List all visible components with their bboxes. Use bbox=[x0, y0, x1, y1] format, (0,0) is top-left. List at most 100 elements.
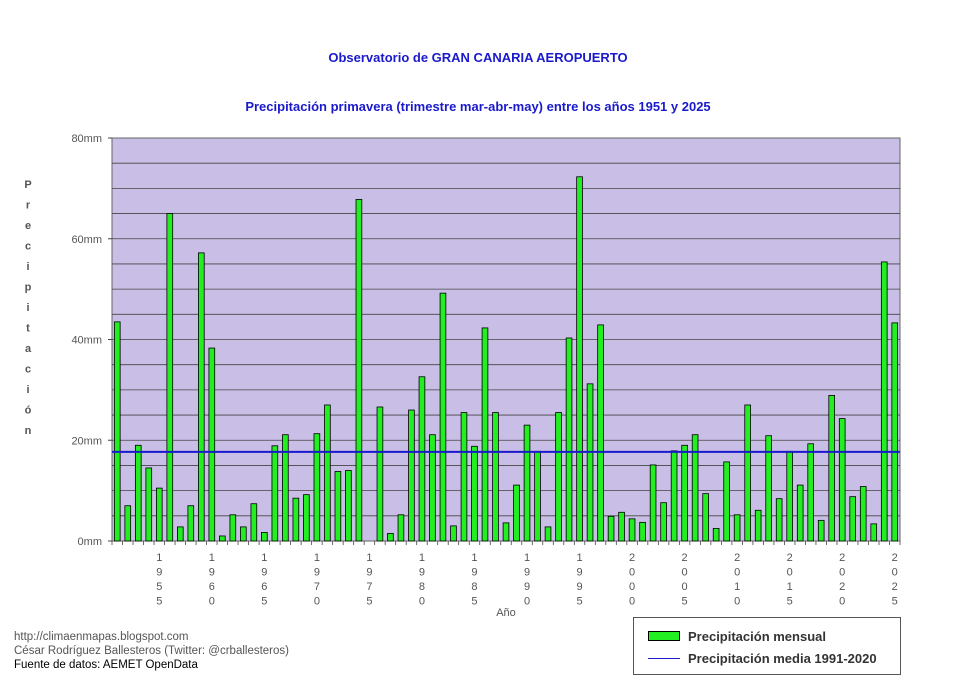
x-tick-label-2025: 2 bbox=[892, 581, 898, 593]
y-axis-title-letter: p bbox=[25, 282, 32, 294]
bar-2006 bbox=[691, 434, 699, 542]
x-tick-label-1980: 0 bbox=[419, 596, 425, 608]
x-tick-label-1990: 9 bbox=[524, 581, 530, 593]
footer-data-source: Fuente de datos: AEMET OpenData bbox=[14, 659, 198, 671]
x-tick-label-1975: 7 bbox=[366, 581, 372, 593]
legend-label-mean: Precipitación media 1991-2020 bbox=[688, 650, 877, 666]
x-tick-label-2025: 0 bbox=[892, 567, 898, 579]
legend-label-monthly: Precipitación mensual bbox=[688, 628, 826, 644]
x-tick-label-2005: 0 bbox=[682, 581, 688, 593]
y-axis-title-letter: i bbox=[26, 302, 29, 314]
x-tick-label-2010: 1 bbox=[734, 581, 740, 593]
x-tick-label-1995: 5 bbox=[576, 596, 582, 608]
bar-1981 bbox=[429, 434, 436, 542]
x-tick-label-1955: 9 bbox=[156, 567, 162, 579]
x-tick-label-1955: 5 bbox=[156, 581, 162, 593]
bar-1967 bbox=[282, 434, 289, 542]
x-tick-label-1960: 6 bbox=[209, 581, 215, 593]
bar-1987 bbox=[492, 412, 499, 542]
bar-1984 bbox=[460, 412, 468, 542]
x-tick-label-1980: 8 bbox=[419, 581, 425, 593]
y-axis-title-letter: i bbox=[26, 384, 29, 396]
x-tick-label-1970: 1 bbox=[314, 552, 320, 564]
bar-1969 bbox=[303, 494, 310, 542]
y-axis-title-letter: n bbox=[25, 425, 32, 437]
chart-legend: Precipitación mensual Precipitación medi… bbox=[633, 617, 901, 675]
bar-1989 bbox=[513, 484, 520, 542]
bar-1982 bbox=[439, 292, 447, 542]
bar-1976 bbox=[376, 406, 384, 542]
bar-1964 bbox=[250, 503, 258, 542]
y-tick-label: 80mm bbox=[71, 133, 102, 145]
bar-1994 bbox=[565, 337, 573, 542]
bar-1974 bbox=[355, 199, 363, 542]
x-tick-label-2010: 0 bbox=[734, 596, 740, 608]
bar-1963 bbox=[240, 526, 247, 542]
bar-1979 bbox=[408, 409, 415, 542]
x-tick-label-2020: 0 bbox=[839, 596, 845, 608]
bar-2003 bbox=[660, 502, 667, 542]
bar-2007 bbox=[702, 493, 709, 542]
y-axis-title-letter: t bbox=[26, 323, 30, 335]
bar-2000 bbox=[628, 518, 636, 542]
x-tick-label-2020: 0 bbox=[839, 567, 845, 579]
bar-2010 bbox=[733, 514, 741, 542]
bar-1960 bbox=[208, 347, 216, 542]
x-tick-label-1990: 0 bbox=[524, 596, 530, 608]
bar-2011 bbox=[744, 404, 751, 542]
legend-item-monthly: Precipitación mensual bbox=[648, 627, 826, 645]
bar-2009 bbox=[723, 461, 730, 542]
bar-2016 bbox=[796, 484, 804, 542]
x-tick-label-1975: 9 bbox=[366, 567, 372, 579]
x-tick-label-2005: 0 bbox=[682, 567, 688, 579]
footer-author: César Rodríguez Ballesteros (Twitter: @c… bbox=[14, 645, 289, 657]
x-tick-label-1960: 0 bbox=[209, 596, 215, 608]
x-tick-label-1985: 8 bbox=[471, 581, 477, 593]
bar-2014 bbox=[775, 498, 783, 542]
bar-2020 bbox=[838, 418, 846, 542]
bar-1951 bbox=[113, 321, 121, 542]
bar-1999 bbox=[618, 511, 625, 542]
bar-1959 bbox=[198, 252, 205, 542]
y-axis-title-letter: r bbox=[26, 200, 31, 212]
x-tick-label-1995: 9 bbox=[576, 581, 582, 593]
bar-1954 bbox=[145, 467, 153, 542]
x-tick-label-1980: 1 bbox=[419, 552, 425, 564]
bar-1996 bbox=[586, 383, 594, 542]
x-tick-label-2025: 5 bbox=[892, 596, 898, 608]
bar-1962 bbox=[229, 514, 237, 542]
x-tick-label-1970: 0 bbox=[314, 596, 320, 608]
x-tick-label-1965: 6 bbox=[261, 581, 267, 593]
bar-1978 bbox=[397, 514, 405, 542]
x-tick-label-1990: 9 bbox=[524, 567, 530, 579]
y-axis-title-letter: c bbox=[25, 364, 31, 376]
bar-1953 bbox=[134, 444, 142, 542]
x-tick-label-2000: 0 bbox=[629, 596, 635, 608]
bar-1992 bbox=[544, 526, 552, 542]
bar-1965 bbox=[261, 532, 268, 542]
bar-1985 bbox=[471, 445, 478, 542]
y-axis-title-letter: P bbox=[24, 179, 31, 191]
x-tick-label-2005: 5 bbox=[682, 596, 688, 608]
x-tick-label-2020: 2 bbox=[839, 552, 845, 564]
x-tick-label-2000: 0 bbox=[629, 567, 635, 579]
bar-1961 bbox=[219, 535, 226, 542]
x-tick-label-1965: 5 bbox=[261, 596, 267, 608]
bar-1998 bbox=[607, 515, 615, 542]
x-tick-label-1960: 9 bbox=[209, 567, 215, 579]
x-tick-label-1985: 1 bbox=[471, 552, 477, 564]
bar-2024 bbox=[880, 261, 888, 542]
bar-1991 bbox=[534, 450, 541, 542]
bar-2025 bbox=[891, 322, 899, 542]
footer-blog-url: http://climaenmapas.blogspot.com bbox=[14, 631, 189, 643]
y-tick-label: 60mm bbox=[71, 234, 102, 246]
bar-2002 bbox=[649, 464, 657, 542]
bar-1993 bbox=[555, 412, 562, 542]
x-tick-label-1995: 9 bbox=[576, 567, 582, 579]
y-axis-title-letter: ó bbox=[25, 405, 32, 417]
bar-1972 bbox=[334, 471, 342, 542]
y-tick-label: 0mm bbox=[78, 536, 102, 548]
x-axis-title: Año bbox=[496, 607, 516, 619]
y-axis-title-letter: c bbox=[25, 241, 31, 253]
